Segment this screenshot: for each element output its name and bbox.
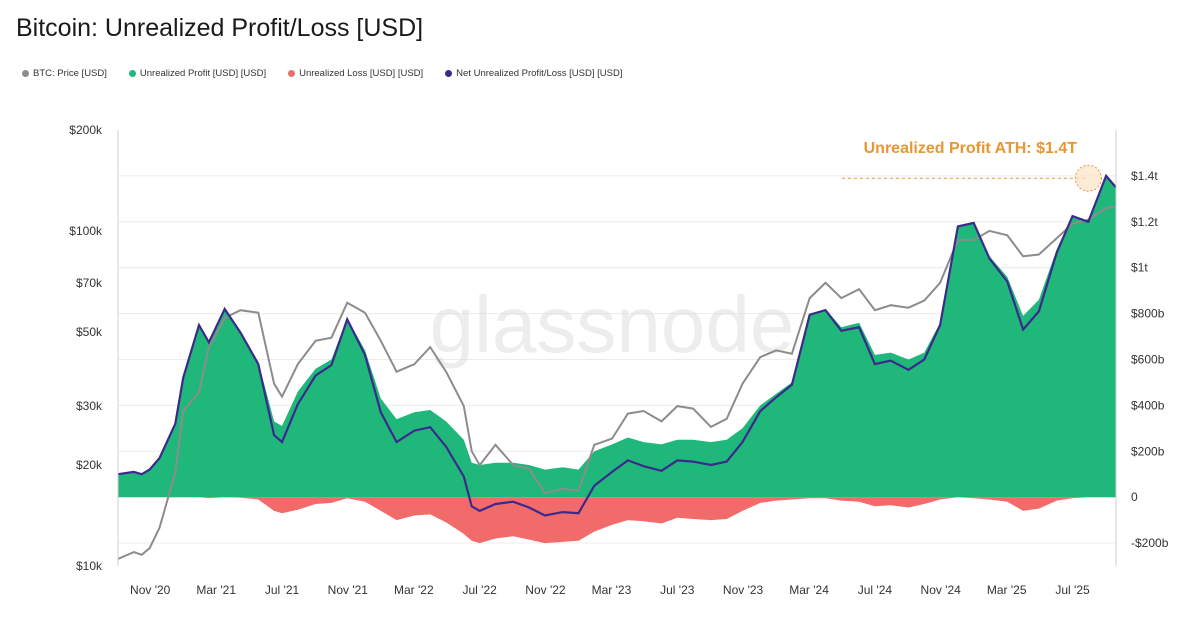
left-tick-label: $70k	[76, 276, 103, 290]
legend-label-net-unrealized: Net Unrealized Profit/Loss [USD] [USD]	[456, 68, 623, 79]
legend-marker-unrealized-loss	[288, 70, 296, 77]
x-tick-label: Jul '24	[858, 583, 893, 597]
right-tick-label: $800b	[1131, 307, 1165, 321]
x-tick-label: Nov '24	[921, 583, 962, 597]
x-tick-label: Mar '25	[987, 583, 1027, 597]
left-tick-label: $30k	[76, 399, 103, 413]
left-tick-label: $100k	[69, 224, 103, 238]
right-tick-label: $1.2t	[1131, 215, 1158, 229]
x-tick-label: Nov '20	[130, 583, 171, 597]
x-tick-label: Jul '23	[660, 583, 695, 597]
chart-title: Bitcoin: Unrealized Profit/Loss [USD]	[16, 14, 424, 42]
line-layer	[117, 173, 1117, 560]
legend-marker-price	[22, 70, 29, 77]
x-tick-label: Jul '25	[1055, 583, 1090, 597]
left-tick-label: $20k	[76, 458, 103, 472]
x-tick-label: Jul '22	[462, 583, 497, 597]
right-tick-label: 0	[1131, 490, 1138, 504]
left-tick-label: $10k	[76, 559, 103, 573]
x-tick-label: Nov '21	[328, 583, 369, 597]
area-layer	[118, 175, 1116, 544]
net-unrealized-line	[117, 173, 1117, 517]
right-tick-label: $1.4t	[1131, 169, 1158, 183]
unrealized-profit-area	[118, 175, 1116, 498]
legend-item-unrealized-loss[interactable]: Unrealized Loss [USD] [USD]	[288, 68, 423, 79]
x-tick-label: Mar '24	[789, 583, 829, 597]
right-tick-label: $1t	[1131, 261, 1148, 275]
axes: $10k $20k $30k $50k $70k $100k $200k -$200b 0 $20…	[69, 123, 1168, 597]
legend-marker-net-unrealized	[445, 70, 453, 77]
x-tick-label: Mar '22	[394, 583, 434, 597]
right-tick-label: $400b	[1131, 398, 1165, 412]
x-tick-label: Nov '23	[723, 583, 764, 597]
legend-item-net-unrealized[interactable]: Net Unrealized Profit/Loss [USD] [USD]	[445, 68, 622, 79]
unrealized-loss-area	[118, 497, 1116, 544]
annotation: Unrealized Profit ATH: $1.4T	[842, 140, 1102, 192]
legend-label-price: BTC: Price [USD]	[33, 68, 107, 79]
legend-item-unrealized-profit[interactable]: Unrealized Profit [USD] [USD]	[128, 68, 267, 79]
legend-item-price[interactable]: BTC: Price [USD]	[22, 68, 107, 79]
right-tick-label: $200b	[1131, 444, 1165, 458]
legend-label-unrealized-profit: Unrealized Profit [USD] [USD]	[139, 68, 267, 79]
right-tick-label: $600b	[1131, 352, 1165, 366]
ath-label: Unrealized Profit ATH: $1.4T	[864, 140, 1078, 157]
watermark: glassnode	[430, 280, 795, 369]
legend-label-unrealized-loss: Unrealized Loss [USD] [USD]	[299, 68, 424, 79]
left-tick-label: $200k	[69, 123, 103, 137]
x-tick-label: Mar '23	[592, 583, 632, 597]
right-tick-label: -$200b	[1131, 536, 1169, 550]
left-tick-label: $50k	[76, 325, 103, 339]
btc-price-line	[117, 205, 1117, 560]
ath-highlight-circle	[1074, 164, 1102, 192]
x-tick-label: Mar '21	[196, 583, 236, 597]
x-tick-label: Nov '22	[525, 583, 566, 597]
legend: BTC: Price [USD] Unrealized Profit [USD]…	[22, 68, 622, 79]
legend-marker-unrealized-profit	[128, 70, 136, 77]
x-tick-label: Jul '21	[265, 583, 300, 597]
